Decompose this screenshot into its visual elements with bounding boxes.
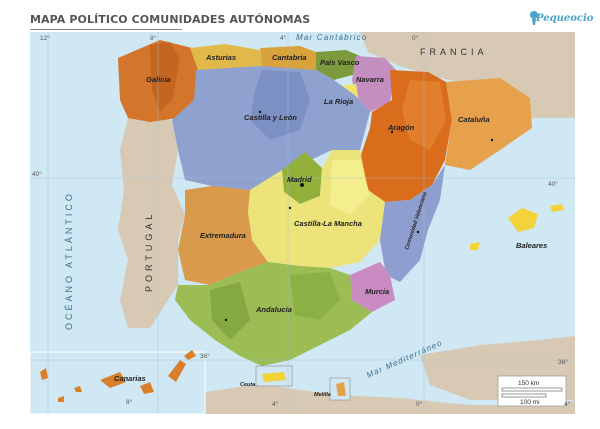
grid-lon-0-top: 0° <box>412 34 419 42</box>
melilla-shape <box>336 382 346 396</box>
grid-lat-40-left: 40° <box>32 170 42 178</box>
grid-lat-40-right: 40° <box>548 180 558 188</box>
scale-bar-km <box>501 387 563 392</box>
region-murcia <box>350 262 395 312</box>
island-gran-canaria <box>140 382 154 394</box>
label-region-galicia: Galicia <box>146 75 171 84</box>
label-region-madrid: Madrid <box>287 175 312 184</box>
label-ocean-atlantico: OCÉANO ATLÁNTICO <box>64 191 74 330</box>
label-region-pais-vasco: País Vasco <box>320 58 360 67</box>
label-region-canarias: Canarias <box>114 374 146 383</box>
label-region-castilla-leon: Castilla y León <box>244 113 297 122</box>
capital-barcelona-dot <box>490 138 494 142</box>
island-tenerife <box>100 372 126 388</box>
scale-bar-mi <box>501 393 547 398</box>
region-cataluna <box>445 78 532 170</box>
label-region-baleares: Baleares <box>516 241 547 250</box>
island-fuerteventura <box>168 360 186 382</box>
region-valencia <box>380 165 445 282</box>
region-navarra <box>352 56 396 112</box>
capital-zaragoza-dot <box>390 130 394 134</box>
label-region-extremadura: Extremadura <box>200 231 246 240</box>
island-mallorca <box>508 208 538 232</box>
capital-madrid-dot <box>300 183 304 187</box>
label-region-andalucia: Andalucía <box>255 305 292 314</box>
label-region-murcia: Murcia <box>365 287 389 296</box>
grid-lat-36-left: 36° <box>200 352 210 360</box>
canarias-inset <box>29 351 206 415</box>
label-region-castilla-mancha: Castilla-La Mancha <box>294 219 362 228</box>
region-andalucia-shade2 <box>290 272 340 320</box>
brand-logo-icon <box>530 11 538 25</box>
label-region-cataluna: Cataluña <box>458 115 490 124</box>
africa-land <box>205 384 575 414</box>
region-asturias <box>190 44 262 70</box>
capital-toledo-dot <box>288 206 292 210</box>
island-ibiza <box>470 242 480 250</box>
region-castilla-mancha-shade <box>330 160 370 215</box>
region-extremadura <box>178 186 268 285</box>
scale-label-km: 150 km <box>518 380 539 387</box>
region-castilla-leon-shade <box>250 70 310 140</box>
capital-valladolid-dot <box>258 110 262 114</box>
label-country-france: FRANCIA <box>420 47 488 57</box>
grid-lon-8w-top: 8° <box>150 34 157 42</box>
ceuta-shape <box>262 372 286 382</box>
label-region-navarra: Navarra <box>356 75 384 84</box>
brand-name: Pequeocio <box>536 13 594 24</box>
label-country-portugal: PORTUGAL <box>144 211 154 292</box>
region-pais-vasco <box>316 50 360 80</box>
region-galicia-inner <box>150 42 180 112</box>
region-andalucia-shade1 <box>210 282 250 340</box>
island-gomera <box>74 386 82 392</box>
grid-lon-4w-bottom: 4° <box>272 400 279 408</box>
island-la-palma <box>40 368 48 380</box>
label-region-la-rioja: La Rioja <box>324 97 353 106</box>
scale-label-mi: 100 mi <box>520 399 540 406</box>
grid-lon-4e-bottom: 4° <box>564 400 571 408</box>
portugal-land <box>118 118 185 328</box>
title-underline <box>30 29 182 30</box>
label-sea-cantabrico: Mar Cantábrico <box>296 33 368 42</box>
island-menorca <box>550 204 564 212</box>
grid-lon-0-bottom: 0° <box>416 400 423 408</box>
island-hierro <box>58 396 64 402</box>
island-lanzarote <box>184 350 196 360</box>
label-region-cantabria: Cantabria <box>272 53 307 62</box>
capital-sevilla-dot <box>224 318 228 322</box>
label-region-melilla: Melilla <box>314 392 331 398</box>
grid-lat-36-right: 36° <box>558 358 568 366</box>
grid-lon-12w: 12° <box>40 34 50 42</box>
graticule <box>30 32 575 414</box>
grid-lon-4w-top: 4° <box>280 34 287 42</box>
grid-lon-8w-bottom: 8° <box>126 398 133 406</box>
label-region-ceuta: Ceuta <box>240 382 255 388</box>
label-region-aragon: Aragón <box>387 123 415 132</box>
label-region-asturias: Asturias <box>205 53 236 62</box>
page-title: MAPA POLÍTICO COMUNIDADES AUTÓNOMAS <box>30 13 311 26</box>
capital-valencia-dot <box>416 230 420 234</box>
